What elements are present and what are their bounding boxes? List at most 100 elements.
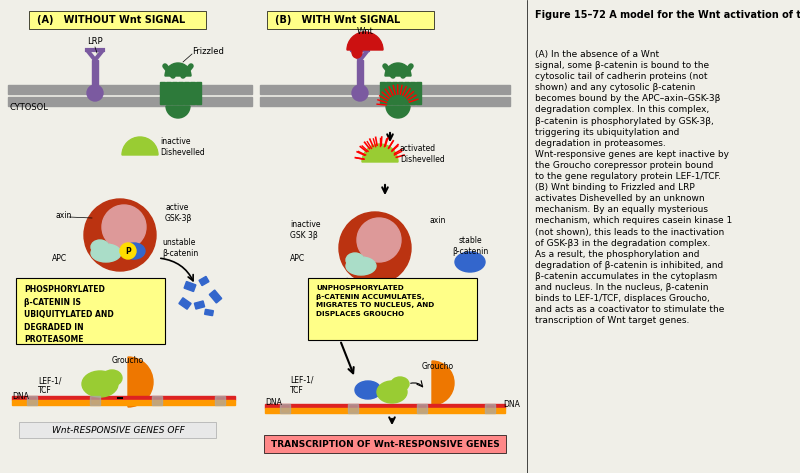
Bar	[215, 396, 225, 405]
Bar	[386, 82, 391, 104]
FancyBboxPatch shape	[179, 298, 191, 309]
Text: Wnt-RESPONSIVE GENES OFF: Wnt-RESPONSIVE GENES OFF	[52, 426, 184, 435]
Ellipse shape	[346, 253, 364, 267]
Text: axin: axin	[55, 210, 71, 219]
Bar	[280, 404, 290, 413]
Bar	[92, 60, 98, 88]
Ellipse shape	[391, 377, 409, 391]
Text: DNA: DNA	[503, 400, 520, 409]
FancyBboxPatch shape	[29, 11, 206, 29]
Text: unstable
β-catenin: unstable β-catenin	[162, 238, 198, 258]
Ellipse shape	[82, 371, 118, 397]
Bar	[357, 60, 363, 88]
FancyBboxPatch shape	[19, 422, 216, 438]
Text: PHOSPHORYLATED
β-CATENIN IS
UBIQUITYLATED AND
DEGRADED IN
PROTEASOME: PHOSPHORYLATED β-CATENIN IS UBIQUITYLATE…	[24, 285, 114, 344]
Bar	[398, 82, 403, 104]
Bar	[184, 82, 189, 104]
Wedge shape	[386, 106, 410, 118]
Bar	[485, 404, 495, 413]
Bar	[380, 82, 385, 104]
Ellipse shape	[91, 244, 121, 262]
Text: (B)   WITH Wnt SIGNAL: (B) WITH Wnt SIGNAL	[275, 15, 400, 25]
Circle shape	[352, 85, 368, 101]
Wedge shape	[432, 361, 454, 405]
FancyBboxPatch shape	[205, 309, 214, 315]
Text: LRP: LRP	[87, 37, 103, 46]
Wedge shape	[128, 357, 153, 407]
Ellipse shape	[346, 257, 376, 275]
Text: DNA: DNA	[265, 397, 282, 406]
Circle shape	[87, 85, 103, 101]
Wedge shape	[385, 63, 411, 76]
Wedge shape	[165, 63, 191, 76]
Text: APC: APC	[290, 254, 305, 263]
Wedge shape	[84, 199, 156, 271]
Text: Groucho: Groucho	[422, 361, 454, 370]
Text: (A) In the absence of a Wnt
signal, some β-catenin is bound to the
cytosolic tai: (A) In the absence of a Wnt signal, some…	[535, 50, 732, 325]
FancyBboxPatch shape	[210, 290, 222, 303]
Text: UNPHOSPHORYLATED
β-CATENIN ACCUMULATES,
MIGRATES TO NUCLEUS, AND
DISPLACES GROUC: UNPHOSPHORYLATED β-CATENIN ACCUMULATES, …	[316, 285, 434, 316]
Text: LEF-1/
TCF: LEF-1/ TCF	[38, 376, 62, 395]
Bar	[27, 396, 37, 405]
Wedge shape	[102, 205, 146, 249]
Ellipse shape	[102, 370, 122, 386]
Wedge shape	[362, 144, 398, 162]
Bar	[12, 396, 235, 400]
Bar	[392, 82, 397, 104]
Wedge shape	[339, 212, 411, 284]
Wedge shape	[122, 137, 158, 155]
Ellipse shape	[91, 240, 109, 254]
Text: P: P	[125, 246, 131, 255]
Bar	[160, 82, 165, 104]
Wedge shape	[357, 218, 401, 262]
Bar	[178, 82, 183, 104]
Bar	[90, 396, 100, 405]
Bar	[260, 97, 510, 106]
Bar	[166, 82, 171, 104]
Text: Figure 15–72 A model for the Wnt activation of the β-catenin signaling pathway.: Figure 15–72 A model for the Wnt activat…	[535, 10, 800, 20]
Text: APC: APC	[52, 254, 67, 263]
Text: LEF-1/
TCF: LEF-1/ TCF	[290, 375, 314, 394]
Bar	[172, 82, 177, 104]
Text: (A)   WITHOUT Wnt SIGNAL: (A) WITHOUT Wnt SIGNAL	[37, 15, 186, 25]
Bar	[8, 85, 252, 94]
Bar	[260, 85, 510, 94]
FancyBboxPatch shape	[308, 278, 477, 340]
Bar	[196, 82, 201, 104]
Bar	[152, 396, 162, 405]
Bar	[416, 82, 421, 104]
Bar	[8, 97, 252, 106]
Text: stable
β-catenin: stable β-catenin	[452, 236, 488, 256]
FancyBboxPatch shape	[184, 281, 196, 291]
Ellipse shape	[355, 381, 381, 399]
Bar	[417, 404, 426, 413]
Bar	[265, 408, 505, 413]
Text: TRANSCRIPTION OF Wnt-RESPONSIVE GENES: TRANSCRIPTION OF Wnt-RESPONSIVE GENES	[270, 439, 499, 448]
Bar	[265, 404, 505, 408]
Text: activated
Dishevelled: activated Dishevelled	[400, 144, 445, 164]
FancyBboxPatch shape	[199, 276, 209, 286]
FancyBboxPatch shape	[264, 435, 506, 453]
Bar	[410, 82, 415, 104]
Ellipse shape	[123, 243, 145, 259]
Bar	[12, 400, 235, 405]
Text: active
GSK-3β: active GSK-3β	[165, 203, 192, 223]
Ellipse shape	[455, 252, 485, 272]
Wedge shape	[166, 106, 190, 118]
Bar	[404, 82, 409, 104]
Text: inactive
Dishevelled: inactive Dishevelled	[160, 137, 205, 157]
Text: Groucho: Groucho	[112, 356, 144, 365]
Text: CYTOSOL: CYTOSOL	[10, 103, 49, 112]
FancyBboxPatch shape	[16, 278, 165, 344]
Text: Wnt: Wnt	[357, 27, 374, 36]
Text: DNA: DNA	[12, 392, 29, 401]
Bar	[190, 82, 195, 104]
Ellipse shape	[377, 381, 407, 403]
Text: inactive
GSK 3β: inactive GSK 3β	[290, 220, 321, 240]
Bar	[348, 404, 358, 413]
Ellipse shape	[352, 46, 362, 58]
Text: Frizzled: Frizzled	[192, 47, 224, 56]
FancyBboxPatch shape	[267, 11, 434, 29]
Wedge shape	[347, 32, 383, 50]
Text: axin: axin	[430, 216, 446, 225]
